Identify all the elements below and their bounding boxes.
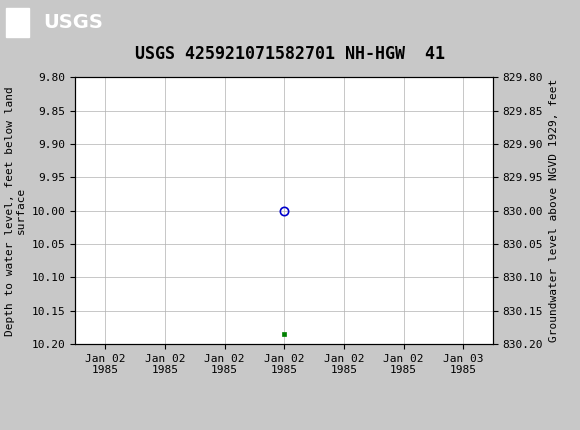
Text: Z: Z <box>9 11 27 34</box>
Y-axis label: Groundwater level above NGVD 1929, feet: Groundwater level above NGVD 1929, feet <box>549 79 559 342</box>
Y-axis label: Depth to water level, feet below land
surface: Depth to water level, feet below land su… <box>5 86 26 335</box>
Text: USGS 425921071582701 NH-HGW  41: USGS 425921071582701 NH-HGW 41 <box>135 45 445 63</box>
Text: USGS: USGS <box>44 13 103 32</box>
